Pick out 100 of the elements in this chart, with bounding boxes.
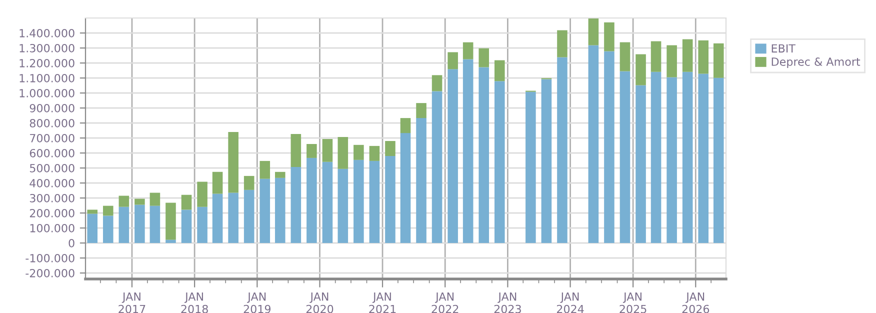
legend-label: Deprec & Amort [772,58,860,68]
y-tick-label: 200.000 [30,208,74,218]
bar [682,39,693,72]
bar [102,206,114,216]
bar [666,45,677,78]
y-tick-label: 100.000 [30,224,74,232]
bar [604,22,614,52]
bar [118,206,130,243]
bar [478,48,490,68]
y-tick-label: 400.000 [30,178,74,188]
bar [354,144,364,160]
bar [134,198,145,205]
bar [228,192,238,243]
bar [604,51,614,243]
bar [102,216,114,243]
bar [369,160,380,243]
bar [338,168,348,243]
y-tick-label: -100.000 [26,254,74,262]
x-tick-label: JAN 2025 [620,292,646,313]
x-tick-label: JAN 2022 [432,292,458,313]
y-tick-label: 1.000.000 [20,88,74,98]
x-tick-label: JAN 2026 [682,292,710,313]
y-tick-label: -200.000 [26,268,74,278]
y-tick-label: 1.300.000 [20,44,74,52]
bar [462,42,474,60]
bar [166,202,176,240]
y-tick-label: 800.000 [30,118,74,128]
x-tick-label: JAN 2019 [244,292,271,313]
y-tick-label: 0 [68,238,74,248]
bar [416,103,426,118]
legend-label: EBIT [772,44,796,52]
y-tick-label: 1.400.000 [20,28,74,38]
bar [650,72,662,243]
bar [181,194,192,210]
x-tick-label: JAN 2018 [181,292,208,313]
bar [713,78,724,243]
bar [620,42,630,72]
bar [494,60,505,82]
bar [260,178,270,243]
bar [228,132,238,193]
bar [338,136,348,169]
bar [166,240,176,243]
bar [150,206,160,243]
bar [212,194,223,243]
bar [650,41,662,72]
bar [274,178,286,243]
bar [541,79,552,243]
bar [526,92,536,243]
bar [322,139,333,162]
bar [369,146,380,161]
y-tick-label: 500.000 [30,164,74,172]
bar [588,45,599,243]
y-tick-label: 1.100.000 [20,74,74,82]
bar [636,85,646,243]
y-tick-label: 700.000 [30,134,74,142]
bar [150,192,160,206]
bar [290,166,302,243]
x-tick-label: JAN 2021 [369,292,396,313]
bar [400,118,411,134]
y-tick-label: 600.000 [30,148,74,158]
bar [478,67,490,243]
bar [354,160,364,243]
y-tick-label: 900.000 [30,104,74,112]
bar [494,81,505,243]
x-tick-label: JAN 2023 [494,292,521,313]
bar [260,160,270,179]
x-tick-label: JAN 2024 [556,292,584,313]
bar [306,144,317,158]
bar [181,210,192,243]
bar [87,210,98,214]
bar [385,156,396,243]
bar [197,206,208,243]
y-tick-label: 1.200.000 [20,58,74,68]
bar [197,182,208,207]
bar [448,69,458,243]
bar [212,172,223,194]
bar [385,141,396,156]
bar [462,59,474,243]
bar [416,118,426,243]
bar [682,72,693,243]
bar [557,30,568,58]
bar [448,52,458,70]
bar [87,214,98,243]
x-tick-label: JAN 2020 [306,292,334,313]
bar [274,172,286,178]
bar [244,176,254,190]
bar [588,18,599,46]
bar [432,91,442,243]
bar [306,158,317,243]
bar [134,204,145,243]
bar [636,54,646,86]
bar [557,57,568,243]
bar [400,133,411,243]
bar [666,77,677,243]
bar [698,74,709,243]
bar [713,43,724,78]
bar [432,75,442,92]
bar [290,134,302,167]
bar [244,190,254,243]
bar [620,71,630,243]
